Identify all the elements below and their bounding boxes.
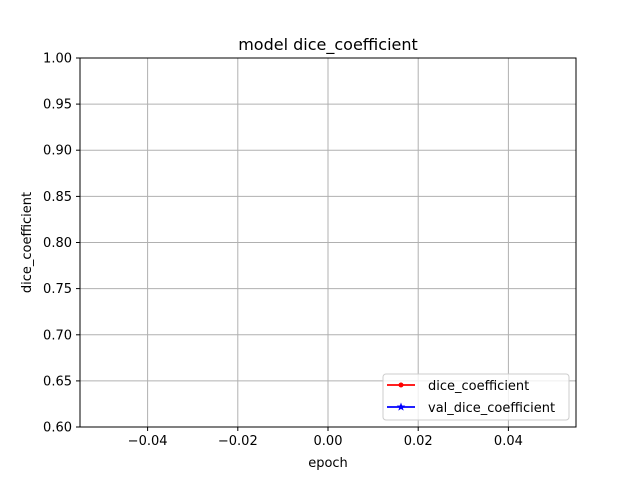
y-axis: 0.60 0.65 0.70 0.75 0.80 0.85 0.90 0.95 1.00 <box>43 52 80 436</box>
legend-item-val-dice-coefficient: val_dice_coefficient <box>387 401 555 416</box>
legend-label-val-dice-coefficient: val_dice_coefficient <box>428 401 555 416</box>
x-tick-label: 0.04 <box>494 434 523 449</box>
y-tick-label: 0.80 <box>43 236 72 251</box>
x-axis-label: epoch <box>308 456 348 471</box>
y-tick-label: 0.90 <box>43 144 72 159</box>
legend: dice_coefficient val_dice_coefficient <box>382 373 570 421</box>
legend-dot-marker <box>398 382 404 388</box>
y-tick-label: 0.85 <box>43 190 72 205</box>
y-tick-label: 0.65 <box>43 374 72 389</box>
y-tick-label: 0.75 <box>43 282 72 297</box>
legend-label-dice-coefficient: dice_coefficient <box>428 379 529 394</box>
y-axis-label: dice_coefficient <box>20 192 35 293</box>
legend-box <box>382 373 570 421</box>
x-tick-label: −0.02 <box>218 434 258 449</box>
y-tick-label: 0.60 <box>43 421 72 436</box>
y-tick-label: 0.95 <box>43 98 72 113</box>
legend-item-dice-coefficient: dice_coefficient <box>387 379 529 394</box>
y-tick-label: 0.70 <box>43 328 72 343</box>
x-tick-label: −0.04 <box>128 434 168 449</box>
x-axis: −0.04 −0.02 0.00 0.02 0.04 <box>128 427 523 449</box>
x-tick-label: 0.02 <box>404 434 433 449</box>
y-tick-label: 1.00 <box>43 52 72 67</box>
chart-title: model dice_coefficient <box>238 35 418 55</box>
legend-star-marker <box>396 402 406 411</box>
x-tick-label: 0.00 <box>314 434 343 449</box>
